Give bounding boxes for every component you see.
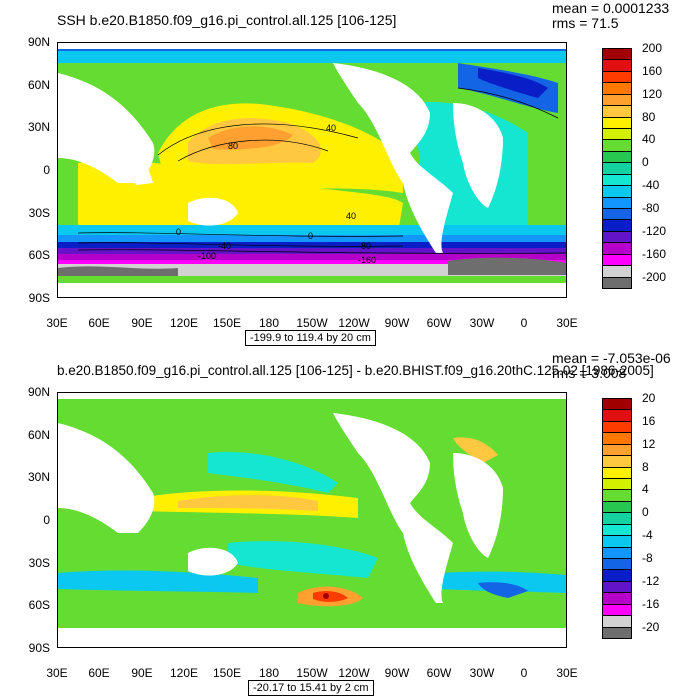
mean-stat: mean = 0.0001233 (552, 0, 670, 16)
lon-label: 180 (258, 666, 280, 680)
contour-label: 40 (326, 123, 336, 133)
colorbar-label: 40 (642, 132, 656, 147)
colorbar-label: 12 (642, 436, 656, 451)
colorbar-swatch (602, 276, 632, 289)
lat-label: 30S (28, 206, 50, 220)
lon-label: 120W (338, 316, 370, 330)
lon-label: 90W (384, 666, 410, 680)
ssh-diff-map (58, 393, 566, 647)
contour-label: 0 (308, 231, 313, 241)
lon-label: 90E (131, 666, 153, 680)
colorbar-label: 20 (642, 391, 656, 405)
lon-label: 0 (520, 316, 528, 330)
lon-label: 0 (520, 666, 528, 680)
colorbar-label: -8 (642, 551, 653, 565)
lon-label: 180 (258, 316, 280, 330)
contour-label: 0 (176, 227, 181, 237)
lon-label: 90E (131, 316, 153, 330)
map-title: SSH b.e20.B1850.f09_g16.pi_control.all.1… (57, 12, 397, 28)
colorbar-label: -120 (642, 223, 667, 238)
contour-label: -80 (358, 241, 371, 251)
lon-label: 150W (296, 666, 328, 680)
colorbar-label: -160 (642, 246, 667, 261)
lat-label: 60N (27, 428, 50, 442)
lon-label: 60W (426, 666, 452, 680)
lat-label: 60S (28, 598, 50, 612)
colorbar-label: 16 (642, 413, 656, 428)
colorbar-label: 8 (642, 459, 649, 474)
lat-label: 30S (28, 556, 50, 570)
ssh-diff-map-panel: b.e20.B1850.f09_g16.pi_control.all.125 [… (0, 350, 700, 700)
lon-label: 60E (88, 316, 110, 330)
lat-label: 60N (27, 78, 50, 92)
lat-label: 60S (28, 248, 50, 262)
colorbar-label: -16 (642, 596, 660, 611)
colorbar-label: 80 (642, 109, 656, 124)
lat-label: 0 (43, 513, 50, 527)
mean-stat: mean = -7.053e-06 (552, 350, 671, 366)
lat-label: 90N (27, 35, 50, 49)
contour-label: -100 (198, 251, 216, 261)
range-label: -199.9 to 119.4 by 20 cm (245, 330, 376, 346)
contour-label: -40 (218, 241, 231, 251)
colorbar-label: -40 (642, 178, 660, 193)
colorbar-label: 120 (642, 86, 663, 101)
range-label: -20.17 to 15.41 by 2 cm (248, 680, 374, 696)
lon-label: 150W (296, 316, 328, 330)
colorbar-label: 4 (642, 482, 649, 497)
colorbar-label: -12 (642, 573, 660, 588)
colorbar-label: 200 (642, 41, 663, 55)
lat-label: 0 (43, 163, 50, 177)
rms-stat: rms = 71.5 (552, 15, 619, 31)
colorbar-label: -4 (642, 528, 653, 543)
map-frame (57, 392, 567, 648)
rms-stat: rms = 3.008 (552, 365, 627, 381)
lat-label: 30N (27, 470, 50, 484)
colorbar-label: -200 (642, 269, 667, 284)
ssh-map-panel: SSH b.e20.B1850.f09_g16.pi_control.all.1… (27, 0, 692, 346)
lon-label: 30E (556, 666, 578, 680)
colorbar-label: -20 (642, 619, 660, 634)
colorbar: 20 16 12 8 4 0 -4 -8 -12 -16 -20 (602, 391, 692, 639)
lat-label: 90N (27, 385, 50, 399)
lon-label: 120W (338, 666, 370, 680)
lon-label: 60W (426, 316, 452, 330)
lat-label: 30N (27, 120, 50, 134)
lon-label: 120E (169, 666, 199, 680)
colorbar-label: 160 (642, 63, 663, 78)
lon-label: 120E (169, 316, 199, 330)
contour-label: -160 (358, 255, 376, 265)
colorbar-label: 0 (642, 505, 649, 520)
lat-label: 90S (28, 291, 50, 305)
colorbar-swatch (602, 626, 632, 639)
lon-label: 30E (556, 316, 578, 330)
lon-label: 90W (384, 316, 410, 330)
colorbar-label: -80 (642, 201, 660, 215)
map-frame: 80 40 0 40 0 -40 -80 -100 -160 (57, 42, 567, 298)
lon-label: 150E (212, 316, 242, 330)
colorbar: 200 160 120 80 40 0 -40 -80 -120 -160 -200 (602, 41, 692, 289)
lon-label: 30E (46, 666, 68, 680)
lon-label: 30W (469, 666, 495, 680)
colorbar-label: 0 (642, 155, 649, 170)
lon-label: 60E (88, 666, 110, 680)
lon-label: 30W (469, 316, 495, 330)
lon-label: 150E (212, 666, 242, 680)
map-title: b.e20.B1850.f09_g16.pi_control.all.125 [… (57, 363, 654, 378)
lat-label: 90S (28, 641, 50, 655)
ssh-map: 80 40 0 40 0 -40 -80 -100 -160 (58, 43, 566, 297)
lon-label: 30E (46, 316, 68, 330)
contour-label: 80 (228, 141, 238, 151)
contour-label: 40 (346, 211, 356, 221)
